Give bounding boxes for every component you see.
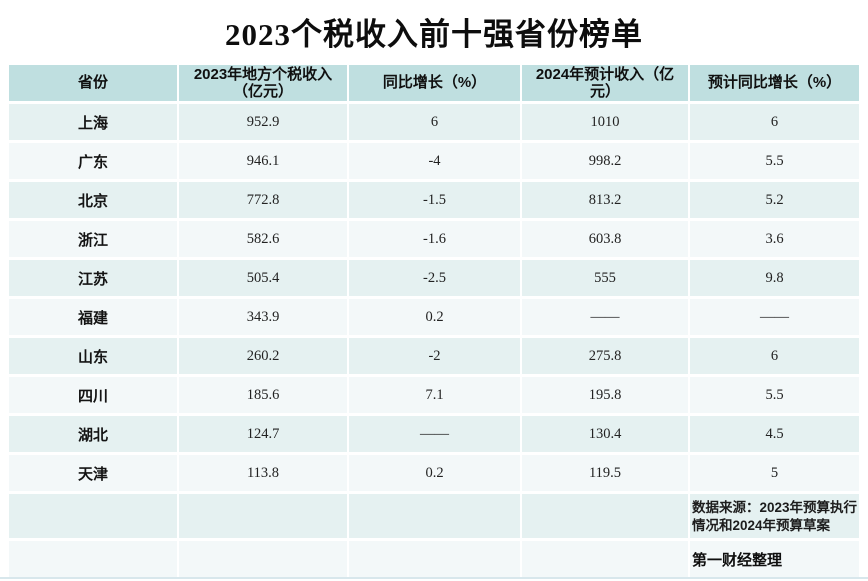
- province-cell: 山东: [9, 338, 177, 374]
- value-cell: 5: [690, 455, 859, 491]
- value-cell: 952.9: [179, 104, 347, 140]
- table-row: 福建 343.9 0.2 —— ——: [9, 299, 859, 335]
- credit-text: 第一财经整理: [690, 541, 859, 577]
- empty-cell: [522, 541, 688, 577]
- value-cell: 5.2: [690, 182, 859, 218]
- value-cell: 260.2: [179, 338, 347, 374]
- table-row: 山东 260.2 -2 275.8 6: [9, 338, 859, 374]
- value-cell: 9.8: [690, 260, 859, 296]
- source-note-row: 数据来源：2023年预算执行情况和2024年预算草案: [9, 494, 859, 538]
- value-cell: -1.6: [349, 221, 520, 257]
- value-cell: 5.5: [690, 143, 859, 179]
- province-cell: 上海: [9, 104, 177, 140]
- empty-cell: [522, 494, 688, 538]
- value-cell: 195.8: [522, 377, 688, 413]
- ranking-table: 省份 2023年地方个税收入（亿元） 同比增长（%） 2024年预计收入（亿元） 预计同…: [7, 62, 861, 580]
- table-row: 天津 113.8 0.2 119.5 5: [9, 455, 859, 491]
- province-cell: 天津: [9, 455, 177, 491]
- value-cell: 119.5: [522, 455, 688, 491]
- table-header-row: 省份 2023年地方个税收入（亿元） 同比增长（%） 2024年预计收入（亿元） 预计同…: [9, 65, 859, 101]
- column-header: 同比增长（%）: [349, 65, 520, 101]
- value-cell: ——: [522, 299, 688, 335]
- table-row: 浙江 582.6 -1.6 603.8 3.6: [9, 221, 859, 257]
- value-cell: 124.7: [179, 416, 347, 452]
- value-cell: 5.5: [690, 377, 859, 413]
- empty-cell: [179, 494, 347, 538]
- province-cell: 广东: [9, 143, 177, 179]
- empty-cell: [349, 494, 520, 538]
- value-cell: 582.6: [179, 221, 347, 257]
- value-cell: 555: [522, 260, 688, 296]
- table-body: 上海 952.9 6 1010 6 广东 946.1 -4 998.2 5.5 北京 772.8 -1.…: [9, 104, 859, 491]
- value-cell: ——: [349, 416, 520, 452]
- value-cell: -1.5: [349, 182, 520, 218]
- table-row: 湖北 124.7 —— 130.4 4.5: [9, 416, 859, 452]
- empty-cell: [179, 541, 347, 577]
- value-cell: 275.8: [522, 338, 688, 374]
- table-row: 江苏 505.4 -2.5 555 9.8: [9, 260, 859, 296]
- empty-cell: [9, 494, 177, 538]
- province-cell: 浙江: [9, 221, 177, 257]
- value-cell: 7.1: [349, 377, 520, 413]
- data-source-note: 数据来源：2023年预算执行情况和2024年预算草案: [690, 494, 859, 538]
- value-cell: 3.6: [690, 221, 859, 257]
- value-cell: 813.2: [522, 182, 688, 218]
- value-cell: 0.2: [349, 299, 520, 335]
- column-header: 2024年预计收入（亿元）: [522, 65, 688, 101]
- value-cell: 130.4: [522, 416, 688, 452]
- value-cell: -4: [349, 143, 520, 179]
- value-cell: 6: [349, 104, 520, 140]
- value-cell: 4.5: [690, 416, 859, 452]
- value-cell: 946.1: [179, 143, 347, 179]
- value-cell: -2: [349, 338, 520, 374]
- value-cell: 343.9: [179, 299, 347, 335]
- value-cell: 185.6: [179, 377, 347, 413]
- credit-row: 第一财经整理: [9, 541, 859, 577]
- table-row: 上海 952.9 6 1010 6: [9, 104, 859, 140]
- column-header: 2023年地方个税收入（亿元）: [179, 65, 347, 101]
- bottom-edge-divider: [0, 577, 868, 579]
- value-cell: 505.4: [179, 260, 347, 296]
- column-header: 省份: [9, 65, 177, 101]
- province-cell: 北京: [9, 182, 177, 218]
- province-cell: 福建: [9, 299, 177, 335]
- value-cell: 113.8: [179, 455, 347, 491]
- value-cell: 772.8: [179, 182, 347, 218]
- table-row: 广东 946.1 -4 998.2 5.5: [9, 143, 859, 179]
- value-cell: 6: [690, 104, 859, 140]
- page-title: 2023个税收入前十强省份榜单: [225, 17, 643, 52]
- value-cell: 6: [690, 338, 859, 374]
- table-row: 北京 772.8 -1.5 813.2 5.2: [9, 182, 859, 218]
- table-footer-body: 数据来源：2023年预算执行情况和2024年预算草案 第一财经整理: [9, 494, 859, 577]
- value-cell: ——: [690, 299, 859, 335]
- column-header: 预计同比增长（%）: [690, 65, 859, 101]
- empty-cell: [9, 541, 177, 577]
- value-cell: 998.2: [522, 143, 688, 179]
- value-cell: -2.5: [349, 260, 520, 296]
- province-cell: 四川: [9, 377, 177, 413]
- value-cell: 0.2: [349, 455, 520, 491]
- table-row: 四川 185.6 7.1 195.8 5.5: [9, 377, 859, 413]
- province-cell: 湖北: [9, 416, 177, 452]
- value-cell: 603.8: [522, 221, 688, 257]
- empty-cell: [349, 541, 520, 577]
- value-cell: 1010: [522, 104, 688, 140]
- province-cell: 江苏: [9, 260, 177, 296]
